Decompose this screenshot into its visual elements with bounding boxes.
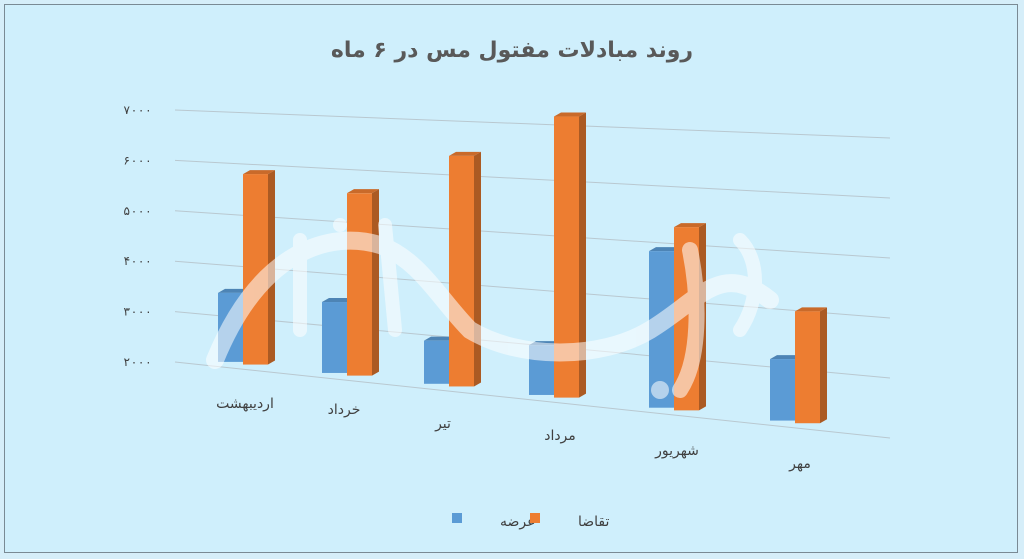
grid-line (174, 109, 891, 139)
x-category-label: مرداد (544, 428, 576, 444)
watermark-logo (206, 218, 779, 399)
y-tick-label: ۲۰۰۰ (123, 355, 152, 369)
x-category-label: تیر (434, 416, 451, 432)
grid-line (174, 159, 891, 199)
y-tick-label: ۵۰۰۰ (123, 204, 152, 218)
chart-frame (4, 4, 1018, 553)
legend-label: تقاضا (578, 514, 610, 530)
y-tick-label: ۶۰۰۰ (123, 153, 152, 167)
x-category-label: شهریور (654, 443, 699, 459)
x-category-label: مهر (788, 456, 811, 472)
y-tick-label: ۳۰۰۰ (123, 305, 152, 319)
bar-demand (347, 189, 379, 376)
y-tick-label: ۷۰۰۰ (123, 103, 152, 117)
bar-demand (449, 151, 481, 387)
x-category-label: خرداد (328, 402, 361, 418)
x-axis-labels: اردیبهشت خرداد تیر مرداد شهریور مهر (216, 396, 811, 472)
x-category-label: اردیبهشت (216, 396, 274, 412)
legend-swatch (530, 513, 540, 523)
y-axis-ticks: ۷۰۰۰ ۶۰۰۰ ۵۰۰۰ ۴۰۰۰ ۳۰۰۰ ۲۰۰۰ (123, 103, 152, 369)
y-tick-label: ۴۰۰۰ (123, 254, 152, 268)
chart-title: روند مبادلات مفتول مس در ۶ ماه (331, 38, 693, 63)
bar-demand (795, 307, 827, 424)
legend-label: عرضه (500, 514, 535, 530)
legend-swatch (452, 513, 462, 523)
bar-demand (243, 170, 275, 365)
legend: عرضه تقاضا (452, 513, 610, 530)
grid-line (174, 361, 891, 439)
grid-line (174, 210, 891, 259)
